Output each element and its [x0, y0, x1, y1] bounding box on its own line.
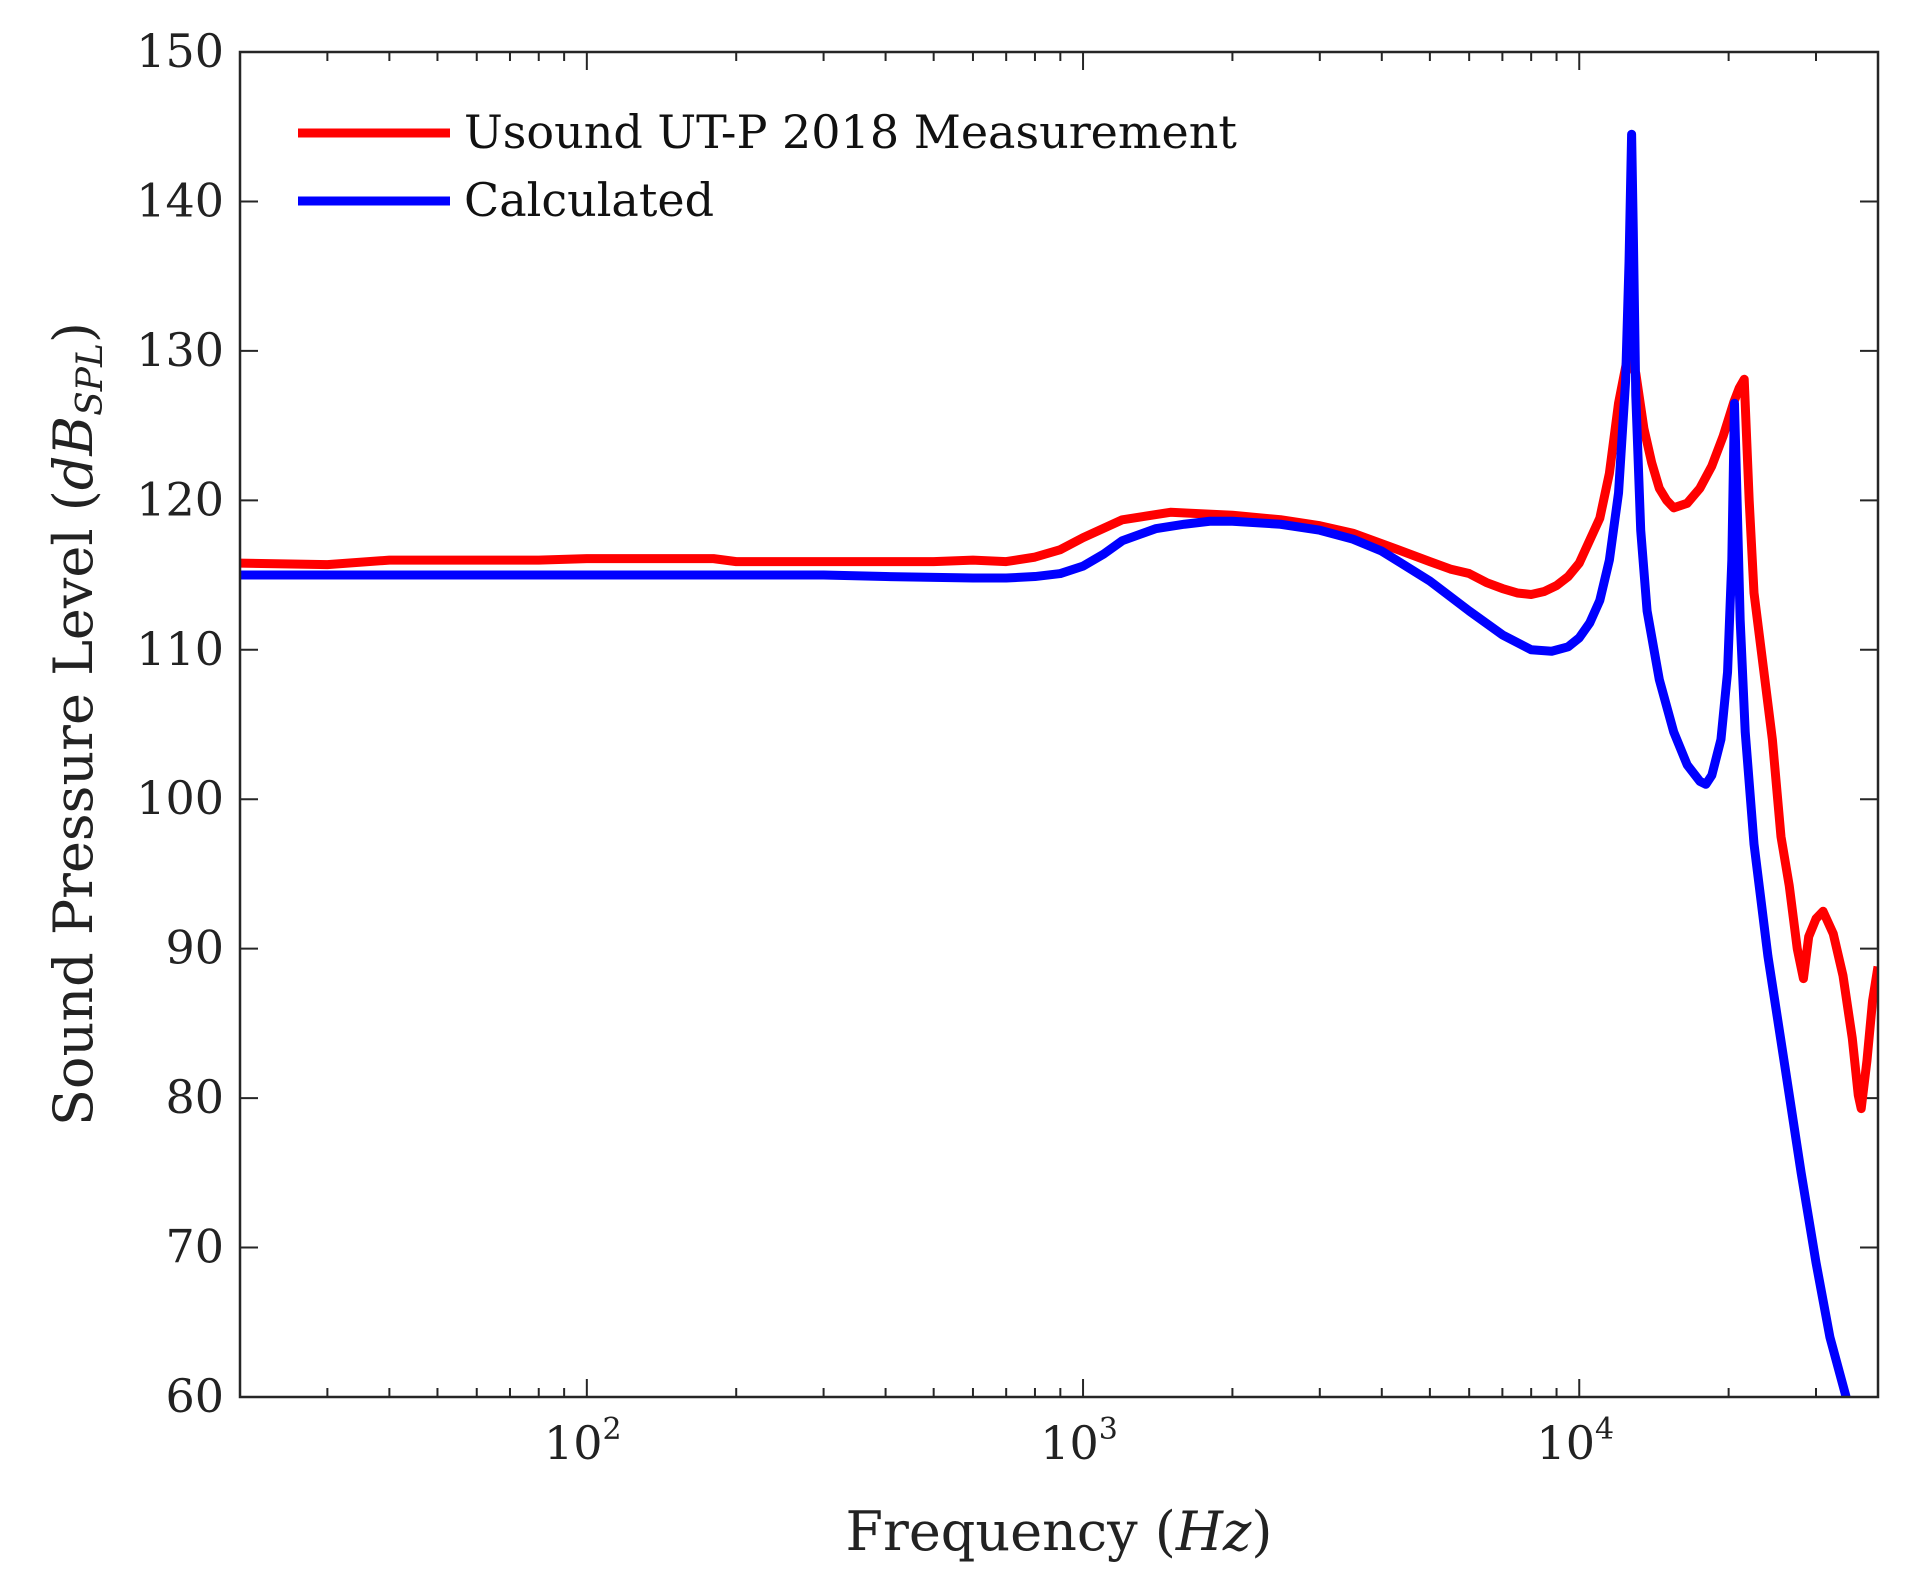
legend-label-calculated: Calculated — [464, 173, 714, 227]
x-tick-exponent: 4 — [1595, 1412, 1614, 1447]
x-tick-label: 103 — [1040, 1412, 1118, 1470]
y-axis-title-var: dB — [42, 416, 105, 490]
y-tick-label: 120 — [136, 472, 224, 526]
tick-marks — [239, 51, 1879, 1398]
y-tick-label: 100 — [136, 771, 224, 825]
plot-area — [240, 52, 1878, 1397]
series-layer — [240, 129, 1878, 1397]
x-tick-base: 10 — [544, 1416, 603, 1470]
x-axis-title: Frequency (Hz) — [846, 1500, 1273, 1563]
plot-frame — [238, 50, 1880, 1399]
x-tick-exponent: 2 — [603, 1412, 622, 1447]
y-tick-label: 60 — [165, 1369, 224, 1423]
x-axis-title-var: Hz — [1175, 1500, 1252, 1563]
x-tick-labels: 102 103 104 — [544, 1412, 1614, 1470]
y-tick-label: 90 — [165, 921, 224, 975]
legend: Usound UT-P 2018 Measurement Calculated — [298, 105, 1237, 227]
x-tick-exponent: 3 — [1099, 1412, 1118, 1447]
x-tick-base: 10 — [1536, 1416, 1595, 1470]
x-axis-title-prefix: Frequency ( — [846, 1500, 1176, 1563]
series-line-calculated — [240, 129, 1851, 1397]
y-tick-label: 150 — [136, 24, 224, 78]
x-tick-base: 10 — [1040, 1416, 1099, 1470]
y-axis-title-suffix: ) — [42, 322, 105, 343]
y-tick-label: 130 — [136, 323, 224, 377]
series-line-measurement — [240, 353, 1878, 1114]
x-axis-title-suffix: ) — [1251, 1500, 1272, 1563]
y-axis-title-prefix: Sound Pressure Level ( — [42, 490, 105, 1126]
y-tick-label: 110 — [136, 622, 224, 676]
legend-label-measurement: Usound UT-P 2018 Measurement — [464, 105, 1237, 159]
y-axis-title-subscript: SPL — [70, 343, 111, 416]
y-tick-label: 80 — [165, 1070, 224, 1124]
y-tick-label: 70 — [165, 1220, 224, 1274]
x-tick-label: 102 — [544, 1412, 622, 1470]
x-tick-label: 104 — [1536, 1412, 1614, 1470]
y-axis-title: Sound Pressure Level (dBSPL) — [42, 322, 111, 1126]
y-tick-labels: 60 70 80 90 100 110 120 130 140 150 — [136, 24, 224, 1423]
y-tick-label: 140 — [136, 173, 224, 227]
